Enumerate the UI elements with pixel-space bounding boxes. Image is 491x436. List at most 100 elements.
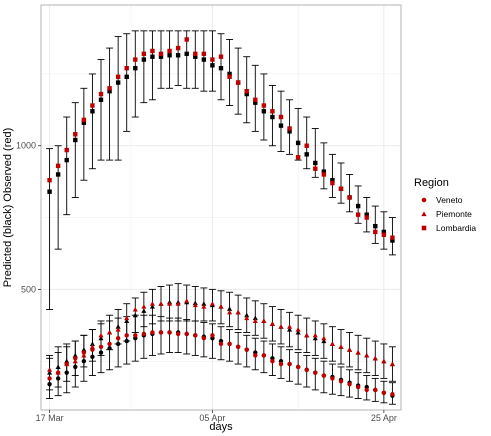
observed-point-veneto [107,341,112,347]
predicted-point-veneto [64,370,69,375]
observed-point-piemonte [304,332,310,338]
legend-label-veneto: Veneto [436,195,463,205]
legend-key-piemonte [421,211,427,217]
observed-point-lombardia [347,195,352,200]
predicted-point-veneto [55,376,61,381]
predicted-point-lombardia [115,80,121,85]
predicted-point-piemonte [124,318,130,323]
observed-point-piemonte [269,321,275,326]
predicted-point-lombardia [47,189,52,194]
x-tick-label: 05 Apr [199,413,225,423]
observed-point-lombardia [304,143,309,148]
observed-point-veneto [347,381,352,387]
observed-point-lombardia [115,74,121,80]
predicted-point-piemonte [201,301,207,306]
observed-point-veneto [321,373,327,378]
observed-point-veneto [278,361,284,367]
predicted-point-lombardia [244,91,249,97]
observed-point-veneto [381,390,387,395]
observed-point-veneto [81,350,87,355]
legend-key-lombardia [421,225,427,231]
observed-point-lombardia [338,186,344,192]
observed-point-lombardia [158,51,164,57]
observed-point-piemonte [47,367,53,372]
predicted-point-lombardia [287,129,292,134]
observed-point-veneto [218,341,224,347]
predicted-point-lombardia [175,53,181,58]
observed-point-veneto [261,353,267,358]
predicted-point-lombardia [304,152,309,157]
predicted-point-lombardia [107,88,112,94]
observed-point-lombardia [321,172,327,177]
observed-point-veneto [244,347,249,352]
observed-point-veneto [210,333,215,338]
predicted-point-piemonte [312,335,318,341]
observed-point-veneto [330,376,335,381]
predicted-point-piemonte [244,312,250,318]
observed-point-piemonte [261,318,267,323]
predicted-point-lombardia [373,223,378,229]
observed-point-piemonte [72,358,78,364]
predicted-point-lombardia [98,97,104,102]
observed-point-lombardia [150,48,155,54]
observed-point-lombardia [81,117,87,123]
observed-point-veneto [133,333,138,338]
observed-point-piemonte [209,301,215,306]
predicted-point-lombardia [158,54,164,59]
observed-point-veneto [287,361,292,367]
observed-point-piemonte [321,335,327,341]
observed-point-piemonte [381,358,387,364]
legend-label-piemonte: Piemonte [436,209,472,219]
predicted-point-lombardia [364,212,369,217]
observed-point-lombardia [330,180,335,186]
predicted-point-veneto [90,354,95,360]
predicted-point-lombardia [141,57,147,62]
observed-point-piemonte [364,352,370,358]
observed-point-lombardia [124,65,129,71]
observed-point-piemonte [192,302,198,308]
observed-point-piemonte [278,324,284,329]
observed-point-veneto [141,331,147,337]
predicted-point-veneto [98,350,104,355]
predicted-point-lombardia [253,100,258,105]
observed-point-piemonte [244,315,250,321]
observed-point-lombardia [355,212,361,217]
predicted-point-piemonte [115,324,121,329]
predicted-point-piemonte [321,338,327,344]
observed-point-lombardia [253,97,258,102]
observed-point-piemonte [201,304,207,309]
observed-point-lombardia [235,80,241,85]
observed-point-piemonte [287,324,293,329]
observed-point-veneto [98,344,104,350]
observed-point-veneto [235,344,241,350]
predicted-point-lombardia [278,123,284,128]
observed-point-piemonte [235,309,241,315]
observed-point-piemonte [312,332,318,338]
predicted-point-piemonte [141,308,147,313]
predicted-point-veneto [124,338,129,344]
observed-point-piemonte [132,306,138,312]
x-axis-ticks: 17 Mar 05 Apr 25 Apr [36,410,397,423]
observed-point-lombardia [141,51,147,57]
observed-point-veneto [175,331,181,337]
observed-point-lombardia [270,109,275,114]
predicted-point-piemonte [227,306,233,311]
observed-point-piemonte [98,332,104,338]
predicted-point-piemonte [252,315,258,321]
predicted-point-lombardia [167,53,172,58]
predicted-point-veneto [47,381,52,387]
observed-point-lombardia [184,37,189,42]
y-tick-label: 500 [21,284,36,294]
observed-point-lombardia [218,54,224,59]
observed-point-veneto [193,333,198,338]
observed-point-veneto [55,370,61,375]
observed-point-lombardia [175,45,181,51]
predicted-point-lombardia [227,71,232,77]
predicted-point-piemonte [55,364,61,369]
observed-point-lombardia [364,215,369,220]
observed-point-piemonte [115,327,121,332]
observed-point-piemonte [252,318,258,323]
observed-point-piemonte [347,347,353,352]
legend-title: Region [414,177,449,189]
predicted-point-lombardia [124,74,129,80]
